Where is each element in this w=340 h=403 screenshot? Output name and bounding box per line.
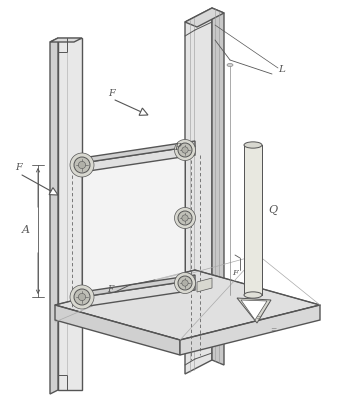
Polygon shape bbox=[55, 305, 180, 355]
Circle shape bbox=[182, 147, 188, 153]
Polygon shape bbox=[185, 8, 224, 27]
Polygon shape bbox=[58, 38, 82, 390]
Circle shape bbox=[174, 272, 196, 293]
Polygon shape bbox=[82, 141, 195, 163]
Text: Q: Q bbox=[268, 205, 277, 215]
Ellipse shape bbox=[244, 142, 262, 148]
Text: F: F bbox=[108, 89, 115, 98]
Text: =: = bbox=[270, 326, 276, 334]
Circle shape bbox=[174, 139, 196, 160]
Circle shape bbox=[74, 157, 90, 173]
Circle shape bbox=[79, 293, 86, 301]
Text: L: L bbox=[278, 66, 285, 75]
Polygon shape bbox=[185, 8, 212, 374]
Polygon shape bbox=[50, 38, 82, 42]
Circle shape bbox=[182, 215, 188, 221]
Polygon shape bbox=[237, 298, 271, 323]
Circle shape bbox=[70, 285, 94, 309]
Polygon shape bbox=[82, 280, 195, 307]
Polygon shape bbox=[212, 8, 224, 365]
Polygon shape bbox=[82, 275, 195, 297]
Polygon shape bbox=[241, 300, 267, 320]
Circle shape bbox=[70, 153, 94, 177]
Polygon shape bbox=[50, 38, 58, 394]
Polygon shape bbox=[49, 188, 58, 195]
Polygon shape bbox=[55, 270, 320, 340]
Text: A: A bbox=[22, 225, 30, 235]
Circle shape bbox=[178, 211, 192, 225]
Circle shape bbox=[178, 143, 192, 157]
Circle shape bbox=[79, 161, 86, 168]
Text: F: F bbox=[15, 164, 22, 172]
Circle shape bbox=[182, 280, 188, 286]
Circle shape bbox=[174, 208, 196, 229]
Text: F: F bbox=[232, 269, 238, 277]
Polygon shape bbox=[82, 150, 185, 303]
Polygon shape bbox=[197, 278, 212, 292]
Text: P: P bbox=[174, 143, 181, 152]
Text: =: = bbox=[255, 314, 261, 322]
Polygon shape bbox=[180, 305, 320, 355]
Polygon shape bbox=[82, 146, 195, 172]
Polygon shape bbox=[244, 145, 262, 295]
Circle shape bbox=[178, 276, 192, 290]
Circle shape bbox=[74, 289, 90, 305]
Text: F: F bbox=[107, 285, 113, 295]
Ellipse shape bbox=[244, 292, 262, 298]
Ellipse shape bbox=[227, 64, 233, 66]
Polygon shape bbox=[139, 108, 148, 115]
